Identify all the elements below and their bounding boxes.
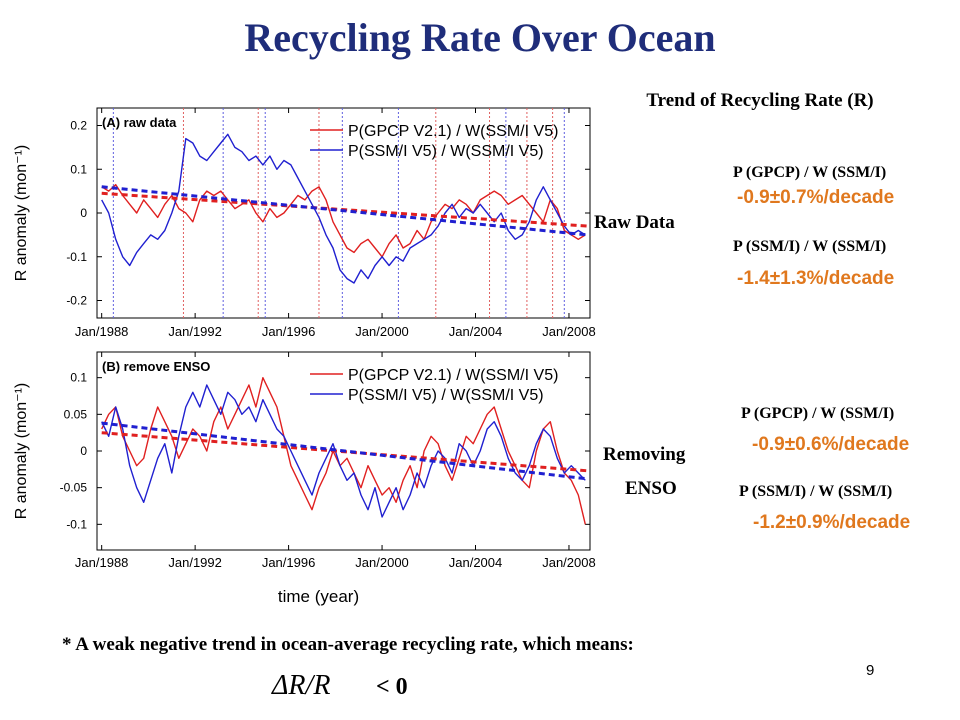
x-tick-label: Jan/2000 — [355, 555, 409, 570]
y-tick-label: 0.05 — [64, 407, 88, 421]
x-tick-label: Jan/1988 — [75, 555, 129, 570]
chart-panel-b: 0.1 0.05 0 -0.05 -0.1 Jan/1988 Jan/1992 Jan/199… — [13, 351, 596, 606]
removing-label: Removing — [603, 444, 686, 465]
series-line — [101, 377, 586, 525]
enso-label: ENSO — [625, 478, 677, 499]
x-tick-label: Jan/2008 — [542, 555, 596, 570]
legend-label: P(GPCP V2.1) / W(SSM/I V5) — [348, 123, 558, 140]
trend-line — [101, 185, 588, 237]
enso-gpcp-rate: -0.9±0.6%/decade — [752, 434, 910, 455]
x-tick-label: Jan/2004 — [449, 324, 503, 339]
raw-ssmi-rate: -1.4±1.3%/decade — [737, 268, 895, 289]
y-axis-label: R anomaly (mon⁻¹) — [13, 383, 30, 519]
x-tick-label: Jan/1992 — [168, 324, 222, 339]
y-tick-label: 0.2 — [70, 119, 87, 133]
x-tick-label: Jan/2000 — [355, 324, 409, 339]
series-line — [101, 384, 586, 518]
formula-inequality: < 0 — [376, 674, 408, 700]
enso-ssmi-rate: -1.2±0.9%/decade — [753, 512, 911, 533]
enso-ssmi-formula: P (SSM/I) / W (SSM/I) — [739, 483, 893, 500]
panel-title: (B) remove ENSO — [102, 359, 210, 374]
legend-label: P(GPCP V2.1) / W(SSM/I V5) — [348, 367, 558, 384]
trend-line — [101, 421, 588, 481]
trend-heading: Trend of Recycling Rate (R) — [646, 90, 874, 111]
raw-ssmi-formula: P (SSM/I) / W (SSM/I) — [733, 238, 887, 255]
raw-data-label: Raw Data — [594, 212, 675, 233]
x-tick-label: Jan/1988 — [75, 324, 129, 339]
raw-gpcp-rate: -0.9±0.7%/decade — [737, 187, 895, 208]
y-tick-label: -0.1 — [66, 250, 87, 264]
y-tick-label: -0.1 — [66, 517, 87, 531]
x-tick-label: Jan/2008 — [542, 324, 596, 339]
y-tick-label: -0.05 — [60, 481, 88, 495]
raw-gpcp-formula: P (GPCP) / W (SSM/I) — [733, 164, 887, 181]
legend-label: P(SSM/I V5) / W(SSM/I V5) — [348, 143, 544, 160]
chart-panel-a: 0.2 0.1 0 -0.1 -0.2 Jan/1988 Jan/1992 Jan/1996 J… — [13, 107, 596, 339]
x-tick-label: Jan/1996 — [262, 555, 316, 570]
x-tick-label: Jan/2004 — [449, 555, 503, 570]
legend-label: P(SSM/I V5) / W(SSM/I V5) — [348, 387, 544, 404]
y-tick-label: -0.2 — [66, 294, 87, 308]
y-tick-label: 0.1 — [70, 162, 87, 176]
y-tick-label: 0 — [80, 206, 87, 220]
delta-r-formula: ΔR/R — [272, 670, 331, 701]
x-tick-label: Jan/1996 — [262, 324, 316, 339]
footer-note: * A weak negative trend in ocean-average… — [62, 634, 634, 655]
page-number: 9 — [866, 662, 875, 679]
x-axis-label: time (year) — [278, 587, 359, 606]
x-tick-label: Jan/1992 — [168, 555, 222, 570]
y-tick-label: 0 — [80, 444, 87, 458]
panel-title: (A) raw data — [102, 115, 177, 130]
enso-gpcp-formula: P (GPCP) / W (SSM/I) — [741, 405, 895, 422]
slide-title: Recycling Rate Over Ocean — [244, 15, 716, 60]
series-line — [101, 183, 586, 258]
y-axis-label: R anomaly (mon⁻¹) — [13, 145, 30, 281]
y-tick-label: 0.1 — [70, 371, 87, 385]
